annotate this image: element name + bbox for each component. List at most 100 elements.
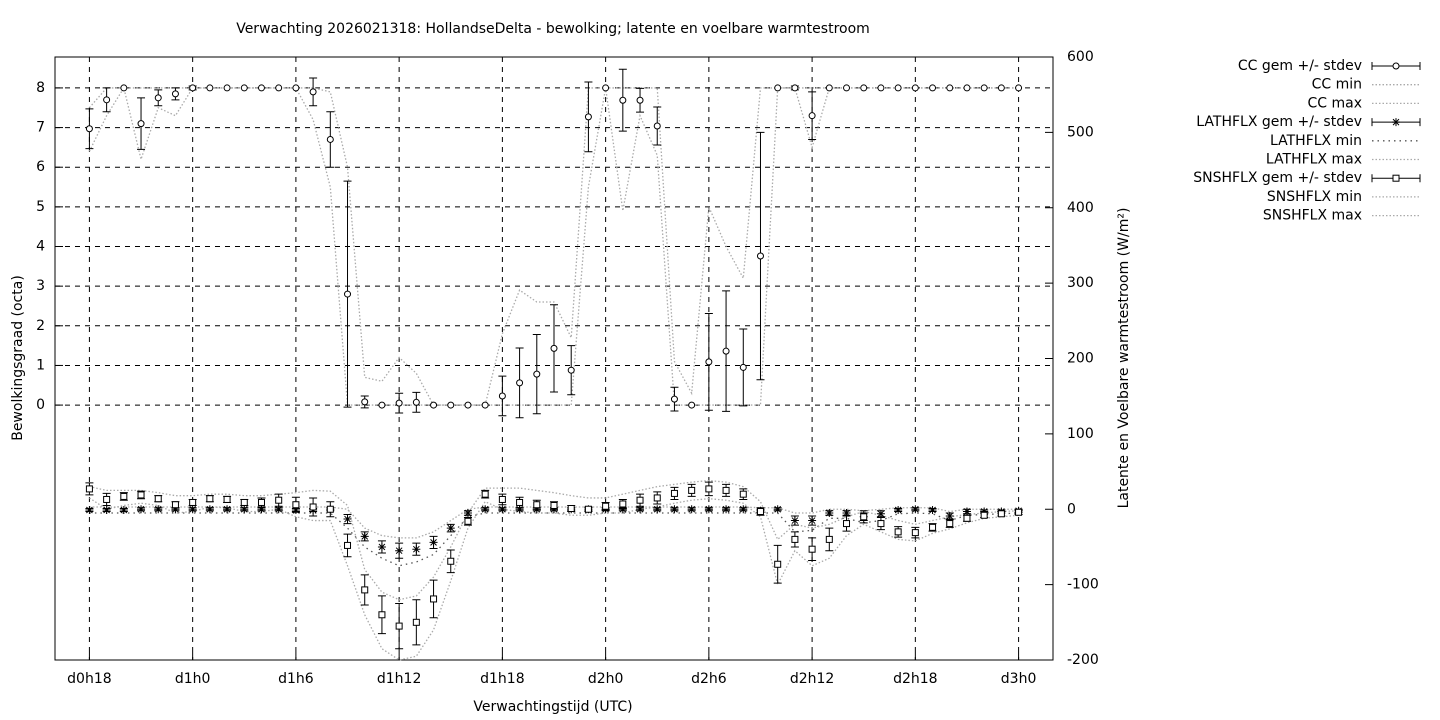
marker [722,347,730,355]
marker [567,504,575,512]
x-tick-label: d0h18 [67,671,111,687]
marker [567,366,575,374]
legend-label: CC gem +/- stdev [1238,58,1362,74]
marker [894,528,902,536]
y2-axis-title: Latente en Voelbare warmtestroom (W/m²) [1116,208,1132,509]
y-axis-title: Bewolkingsgraad (octa) [10,275,26,441]
y-tick-label: 6 [36,159,45,175]
marker [533,501,541,509]
marker [739,363,747,371]
marker [515,505,524,514]
marker [257,505,266,514]
marker [447,557,455,565]
marker [223,84,231,92]
y-tick-label: 3 [36,278,45,294]
marker [206,495,214,503]
marker [653,505,662,514]
y2-tick-label: 200 [1067,351,1094,367]
marker [688,401,696,409]
marker [85,125,93,133]
legend-label: LATHFLX min [1270,133,1362,149]
plot-frame [54,56,1054,661]
marker [498,495,506,503]
marker [911,84,919,92]
marker [103,96,111,104]
marker [997,84,1005,92]
x-tick-label: d1h6 [278,671,314,687]
marker [653,494,661,502]
marker [498,505,507,514]
marker [395,399,403,407]
marker [275,84,283,92]
marker [206,84,214,92]
marker [429,538,438,547]
marker [137,120,145,128]
marker [980,507,989,516]
marker [894,506,903,515]
y-tick-label: 2 [36,318,45,334]
marker [774,84,782,92]
marker [171,501,179,509]
marker [154,505,163,514]
marker [120,492,128,500]
marker [85,485,93,493]
marker [877,520,885,528]
marker [103,495,111,503]
marker [377,542,386,551]
marker [550,344,558,352]
marker [430,401,438,409]
marker [412,398,420,406]
marker [997,510,1005,518]
marker [808,112,816,120]
marker [756,508,764,516]
marker [670,505,679,514]
legend-label: SNSHFLX gem +/- stdev [1193,170,1362,186]
marker [360,532,369,541]
marker [618,505,627,514]
marker [120,84,128,92]
marker [102,506,111,515]
marker [275,496,283,504]
x-tick-label: d2h18 [893,671,937,687]
x-tick-label: d3h0 [1001,671,1037,687]
marker [808,516,817,525]
marker [292,84,300,92]
marker [946,520,954,528]
marker [463,509,472,518]
legend-label: SNSHFLX max [1263,208,1362,224]
marker [326,505,334,513]
marker [464,401,472,409]
marker [619,96,627,104]
marker [911,505,920,514]
marker [739,490,747,498]
marker [395,546,404,555]
marker [860,84,868,92]
marker [481,505,490,514]
marker [447,401,455,409]
y-tick-label: 4 [36,239,45,255]
marker [344,541,352,549]
marker [911,529,919,537]
marker [326,135,334,143]
marker [808,545,816,553]
legend-label: LATHFLX gem +/- stdev [1196,114,1362,130]
marker [205,505,214,514]
marker [636,496,644,504]
marker [361,398,369,406]
y2-tick-label: -100 [1067,577,1099,593]
marker [773,505,782,514]
marker [344,290,352,298]
marker [790,516,799,525]
marker [945,512,954,521]
marker [481,401,489,409]
y-tick-label: 8 [36,80,45,96]
marker [533,370,541,378]
marker [137,491,145,499]
marker [550,501,558,509]
chart-title: Verwachting 2026021318: HollandseDelta -… [236,21,870,37]
marker [137,505,146,514]
marker [619,500,627,508]
marker [963,514,971,522]
legend-marker [1392,118,1400,127]
y-tick-label: 7 [36,120,45,136]
